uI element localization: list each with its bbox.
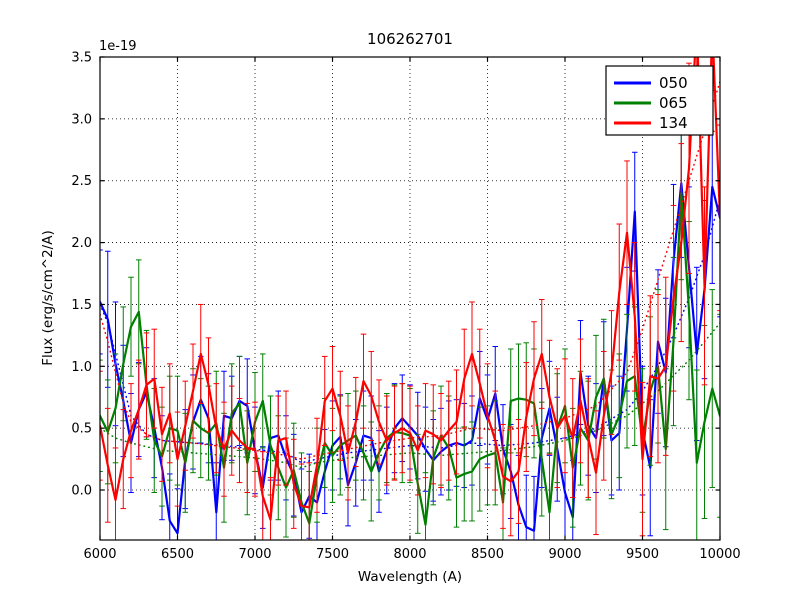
series-134-line [100, 57, 720, 521]
legend-label-050: 050 [659, 74, 688, 92]
legend-item-050: 050 [614, 74, 688, 92]
x-tick-label: 7500 [316, 547, 349, 562]
x-tick-label: 9000 [548, 547, 581, 562]
x-tick-label: 6000 [83, 547, 116, 562]
y-axis-label: Flux (erg/s/cm^2/A) [40, 230, 56, 365]
axes-frame [99, 56, 721, 541]
x-axis-label: Wavelength (A) [358, 569, 462, 585]
y-tick-label: 3.0 [71, 112, 92, 127]
chart-title: 106262701 [367, 30, 453, 48]
legend-label-065: 065 [659, 94, 688, 112]
y-tick-label: 2.5 [71, 174, 92, 189]
x-tick-label: 8000 [393, 547, 426, 562]
x-tick-label: 9500 [626, 547, 659, 562]
legend-label-134: 134 [659, 114, 688, 132]
data-series [100, 57, 720, 540]
y-tick-label: 0.0 [71, 484, 92, 499]
x-tick-label: 8500 [471, 547, 504, 562]
y-offset-label: 1e-19 [99, 39, 137, 54]
y-tick-label: 2.0 [71, 236, 92, 251]
y-tick-label: 3.5 [71, 51, 92, 66]
x-tick-label: 7000 [238, 547, 271, 562]
y-tick-label: 0.5 [71, 422, 92, 437]
x-tick-label: 6500 [161, 547, 194, 562]
x-tick-label: 10000 [699, 547, 740, 562]
y-tick-label: 1.0 [71, 360, 92, 375]
y-tick-label: 1.5 [71, 298, 92, 313]
series-134-dotted [100, 80, 720, 460]
legend-item-134: 134 [614, 114, 688, 132]
legend: 050 065 134 [605, 65, 714, 136]
legend-item-065: 065 [614, 94, 688, 112]
series-134 [100, 57, 720, 540]
tick-labels: 6000 6500 7000 7500 8000 8500 9000 9500 10000 0.0… [71, 51, 740, 563]
